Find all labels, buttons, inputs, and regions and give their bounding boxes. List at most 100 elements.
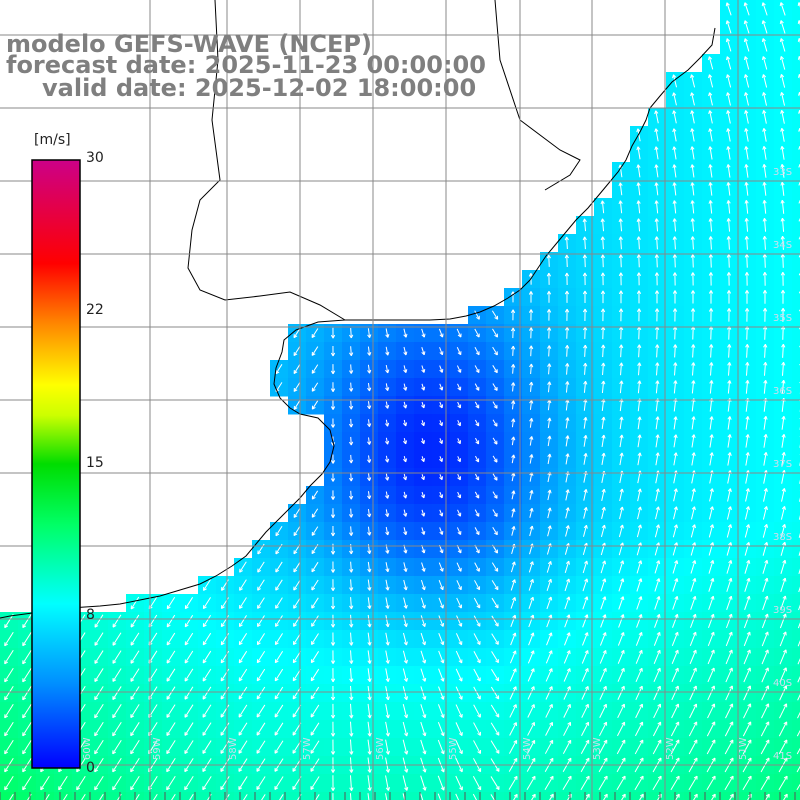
wind-arrow xyxy=(780,253,785,268)
wind-arrow xyxy=(600,560,607,574)
wind-cell xyxy=(792,144,800,163)
wind-arrow xyxy=(112,650,122,664)
wind-arrow xyxy=(256,740,266,754)
wind-arrow xyxy=(708,524,715,538)
wind-arrow xyxy=(403,527,408,536)
wind-arrow xyxy=(349,597,354,610)
wind-arrow xyxy=(636,164,641,178)
wind-arrow xyxy=(511,436,516,446)
wind-arrow xyxy=(529,507,534,518)
wind-arrow xyxy=(780,577,787,593)
wind-arrow xyxy=(670,775,680,791)
wind-arrow xyxy=(402,438,408,445)
wind-arrow xyxy=(619,380,624,394)
wind-arrow xyxy=(742,775,752,791)
wind-arrow xyxy=(527,686,535,700)
wind-arrow xyxy=(762,200,767,214)
wind-arrow xyxy=(292,633,301,646)
wind-arrow xyxy=(672,128,677,142)
wind-arrow xyxy=(22,775,32,791)
wind-arrow xyxy=(311,364,319,374)
wind-arrow xyxy=(671,703,680,719)
wind-arrow xyxy=(330,739,336,755)
wind-arrow xyxy=(171,793,176,800)
wind-arrow xyxy=(744,236,749,250)
wind-arrow xyxy=(744,577,751,592)
wind-arrow xyxy=(635,703,644,719)
wind-arrow xyxy=(654,272,660,286)
wind-cell xyxy=(792,666,800,685)
wind-cell xyxy=(270,792,289,800)
wind-arrow xyxy=(619,416,624,430)
wind-arrow xyxy=(529,418,534,428)
wind-arrow xyxy=(403,597,408,609)
wind-arrow xyxy=(509,704,517,718)
wind-cell xyxy=(630,792,649,800)
wind-arrow xyxy=(726,128,731,142)
wind-cell xyxy=(792,216,800,235)
wind-arrow xyxy=(599,650,607,664)
wind-arrow xyxy=(690,254,695,268)
wind-arrow xyxy=(745,362,750,376)
wind-arrow xyxy=(564,632,571,646)
wind-arrow xyxy=(330,454,336,464)
wind-arrow xyxy=(617,721,626,737)
wind-arrow xyxy=(492,419,498,427)
wind-arrow xyxy=(526,739,536,754)
wind-arrow xyxy=(311,346,319,356)
wind-arrow xyxy=(4,775,14,791)
wind-arrow xyxy=(672,254,677,268)
wind-arrow xyxy=(275,597,283,609)
wind-arrow xyxy=(385,346,390,356)
wind-arrow xyxy=(367,328,372,339)
wind-arrow xyxy=(672,560,679,574)
wind-arrow xyxy=(601,416,606,429)
wind-arrow xyxy=(456,365,462,373)
forecast-date: forecast date: 2025-11-23 00:00:00 xyxy=(6,51,486,79)
wind-arrow xyxy=(619,452,624,466)
wind-arrow xyxy=(581,668,589,682)
wind-arrow xyxy=(274,740,284,754)
wind-arrow xyxy=(421,527,426,535)
wind-arrow xyxy=(797,711,800,719)
wind-arrow xyxy=(672,218,677,232)
wind-arrow xyxy=(745,380,750,394)
wind-arrow xyxy=(220,704,230,718)
wind-arrow xyxy=(239,597,247,609)
wind-arrow xyxy=(473,740,482,754)
wind-arrow xyxy=(385,775,390,791)
wind-arrow xyxy=(583,435,588,447)
wind-arrow xyxy=(726,236,731,250)
wind-arrow xyxy=(706,721,716,737)
wind-arrow xyxy=(744,110,749,124)
wind-arrow xyxy=(745,452,750,466)
wind-arrow xyxy=(726,308,732,322)
wind-arrow xyxy=(600,308,606,322)
wind-arrow xyxy=(546,290,552,303)
wind-arrow xyxy=(636,524,642,538)
wind-cell xyxy=(684,792,703,800)
wind-arrow xyxy=(385,668,390,682)
wind-arrow xyxy=(112,614,122,628)
wind-cell xyxy=(792,432,800,451)
wind-arrow xyxy=(239,561,247,573)
wind-cell xyxy=(234,792,253,800)
wind-arrow xyxy=(438,328,444,338)
wind-arrow xyxy=(9,793,14,800)
wind-arrow xyxy=(691,344,696,358)
wind-arrow xyxy=(637,416,642,430)
wind-arrow xyxy=(509,668,517,682)
wind-arrow xyxy=(779,613,787,629)
wind-arrow xyxy=(744,595,751,611)
wind-arrow xyxy=(690,506,696,520)
wind-arrow xyxy=(491,615,499,627)
wind-arrow xyxy=(202,650,212,664)
wind-arrow xyxy=(762,92,767,106)
wind-cell xyxy=(792,36,800,55)
wind-arrow xyxy=(689,667,697,683)
wind-arrow xyxy=(511,454,516,464)
wind-arrow xyxy=(673,362,678,376)
wind-arrow xyxy=(202,686,212,700)
wind-arrow xyxy=(635,649,643,664)
wind-arrow xyxy=(420,438,426,445)
